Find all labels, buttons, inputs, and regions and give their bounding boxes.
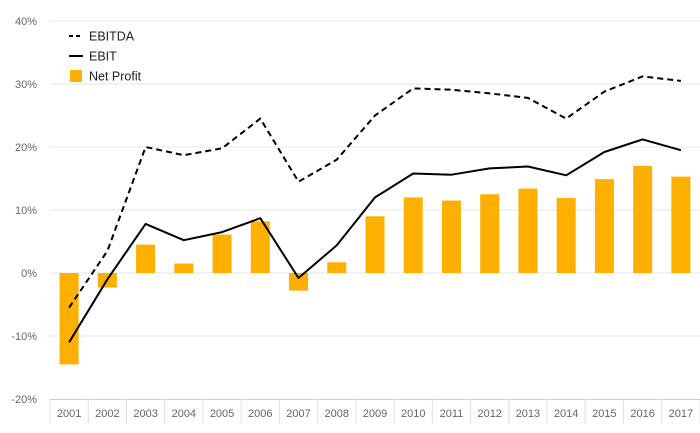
net-profit-bar <box>327 262 347 273</box>
x-tick-label: 2015 <box>592 408 616 420</box>
legend-net-profit-label: Net Profit <box>89 70 142 84</box>
x-tick-label: 2010 <box>401 408 425 420</box>
y-tick-label: 40% <box>15 16 37 28</box>
x-tick-label: 2004 <box>172 408 196 420</box>
net-profit-bar <box>212 234 232 273</box>
x-axis: 2001 2002 2003 2004 2005 2006 2007 2008 2009 2010… <box>49 399 700 424</box>
net-profit-bar <box>594 179 614 273</box>
y-tick-label: 20% <box>15 142 37 154</box>
x-tick-label: 2009 <box>363 408 387 420</box>
y-axis-ticks: -20% -10% 0% 10% 20% 30% 40% <box>11 16 37 406</box>
net-profit-bar <box>556 198 576 273</box>
x-tick-label: 2008 <box>325 408 349 420</box>
x-tick-label: 2016 <box>630 408 654 420</box>
net-profit-bar <box>671 176 691 273</box>
x-tick-label: 2002 <box>95 408 119 420</box>
legend-ebitda-label: EBITDA <box>89 30 135 44</box>
x-tick-label: 2013 <box>516 408 540 420</box>
y-tick-label: 30% <box>15 79 37 91</box>
x-tick-label: 2012 <box>477 408 501 420</box>
x-tick-label: 2007 <box>286 408 310 420</box>
line-series <box>68 75 682 343</box>
x-tick-label: 2011 <box>440 408 464 420</box>
net-profit-bar <box>174 263 194 273</box>
y-tick-label: -20% <box>11 394 37 406</box>
net-profit-bars <box>59 165 691 365</box>
net-profit-bar <box>633 165 653 273</box>
y-tick-label: -10% <box>11 331 37 343</box>
legend-net-profit-symbol <box>70 70 82 82</box>
net-profit-bar <box>480 194 500 273</box>
x-tick-label: 2006 <box>248 408 272 420</box>
net-profit-bar <box>365 216 385 273</box>
x-tick-label: 2017 <box>669 408 693 420</box>
legend: EBITDA EBIT Net Profit <box>69 30 142 84</box>
y-tick-label: 0% <box>21 268 37 280</box>
net-profit-bar <box>441 200 461 273</box>
ebit-line <box>68 138 682 343</box>
y-tick-label: 10% <box>15 205 37 217</box>
net-profit-bar <box>250 221 270 273</box>
net-profit-bar <box>289 273 309 291</box>
x-tick-label: 2005 <box>210 408 234 420</box>
ebitda-line <box>68 75 682 309</box>
net-profit-bar <box>136 244 156 273</box>
x-tick-label: 2014 <box>554 408 578 420</box>
net-profit-bar <box>518 188 538 273</box>
legend-ebit-label: EBIT <box>89 50 117 64</box>
x-tick-label: 2003 <box>133 408 157 420</box>
net-profit-bar <box>403 197 423 273</box>
x-tick-label: 2001 <box>57 408 81 420</box>
net-profit-bar <box>59 273 79 365</box>
gridlines <box>50 20 700 337</box>
